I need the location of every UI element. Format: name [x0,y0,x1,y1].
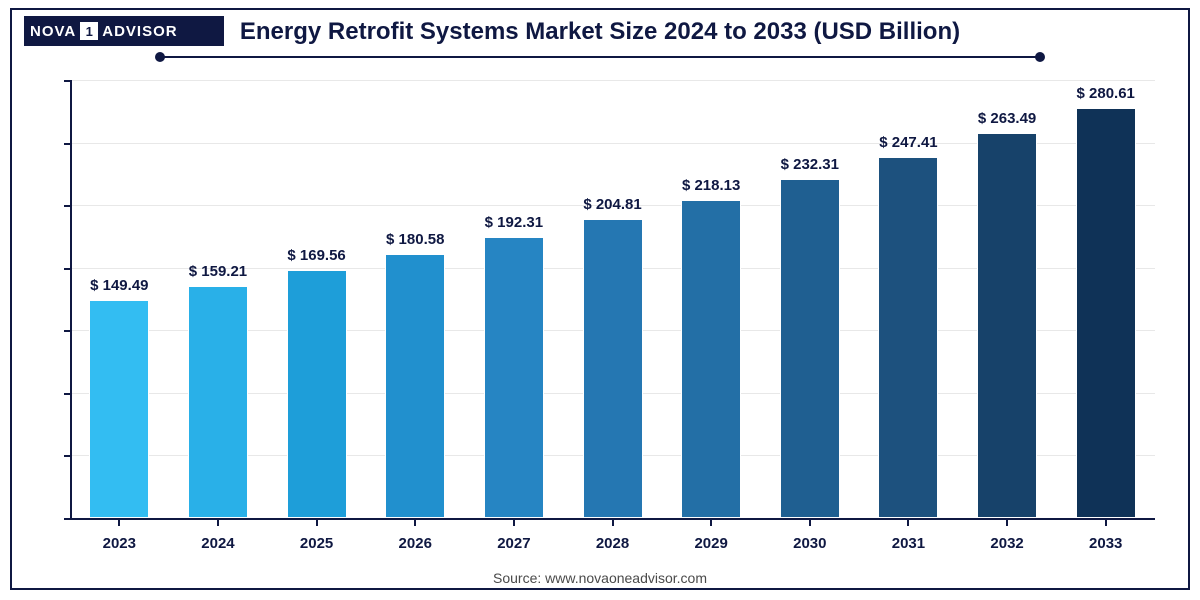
bar-rect [780,179,840,518]
bars-container: $ 149.49 $ 159.21 $ 169.56 $ 180.58 $ 192.31… [70,80,1155,518]
bar-value-label: $ 204.81 [583,196,641,213]
bar-rect [484,237,544,518]
bar-rect [1076,108,1136,518]
bar-value-label: $ 280.61 [1077,85,1135,102]
chart-area: $ 149.49 $ 159.21 $ 169.56 $ 180.58 $ 192.31… [70,80,1155,520]
x-axis-label: 2033 [1056,535,1155,552]
x-tick [1105,520,1107,526]
bar-slot: $ 180.58 [366,80,465,518]
bar-slot: $ 247.41 [859,80,958,518]
bar-slot: $ 192.31 [465,80,564,518]
bar-value-label: $ 247.41 [879,134,937,151]
bar-slot: $ 204.81 [563,80,662,518]
bar-value-label: $ 180.58 [386,231,444,248]
source-text: Source: www.novaoneadvisor.com [0,570,1200,586]
x-tick [710,520,712,526]
bar-slot: $ 218.13 [662,80,761,518]
x-tick [513,520,515,526]
bar-rect [385,254,445,518]
bar-rect [89,300,149,518]
x-axis-label: 2031 [859,535,958,552]
x-axis-label: 2029 [662,535,761,552]
bar-rect [977,133,1037,518]
x-axis-label: 2030 [760,535,859,552]
x-axis-label: 2023 [70,535,169,552]
x-axis-labels: 2023202420252026202720282029203020312032… [70,535,1155,552]
bar-rect [287,270,347,518]
bar-value-label: $ 192.31 [485,214,543,231]
x-axis-label: 2028 [563,535,662,552]
bar-value-label: $ 232.31 [781,156,839,173]
x-tick [612,520,614,526]
bar-slot: $ 232.31 [760,80,859,518]
bar-slot: $ 159.21 [169,80,268,518]
x-tick [316,520,318,526]
bar-slot: $ 280.61 [1056,80,1155,518]
bar-rect [583,219,643,518]
x-tick [118,520,120,526]
bar-slot: $ 263.49 [958,80,1057,518]
title-rule [160,56,1040,58]
bar-value-label: $ 169.56 [287,247,345,264]
x-tick [809,520,811,526]
x-tick [414,520,416,526]
bar-rect [188,286,248,518]
x-axis-label: 2026 [366,535,465,552]
x-axis-label: 2032 [958,535,1057,552]
x-axis-label: 2025 [267,535,366,552]
bar-slot: $ 149.49 [70,80,169,518]
bar-rect [681,200,741,518]
y-tick [64,518,70,520]
bar-value-label: $ 218.13 [682,177,740,194]
bar-slot: $ 169.56 [267,80,366,518]
x-tick [217,520,219,526]
x-tick [907,520,909,526]
chart-title: Energy Retrofit Systems Market Size 2024… [0,18,1200,46]
x-axis-label: 2024 [169,535,268,552]
x-tick [1006,520,1008,526]
bar-value-label: $ 263.49 [978,110,1036,127]
bar-value-label: $ 159.21 [189,263,247,280]
x-axis-label: 2027 [465,535,564,552]
bar-value-label: $ 149.49 [90,277,148,294]
bar-rect [878,157,938,518]
